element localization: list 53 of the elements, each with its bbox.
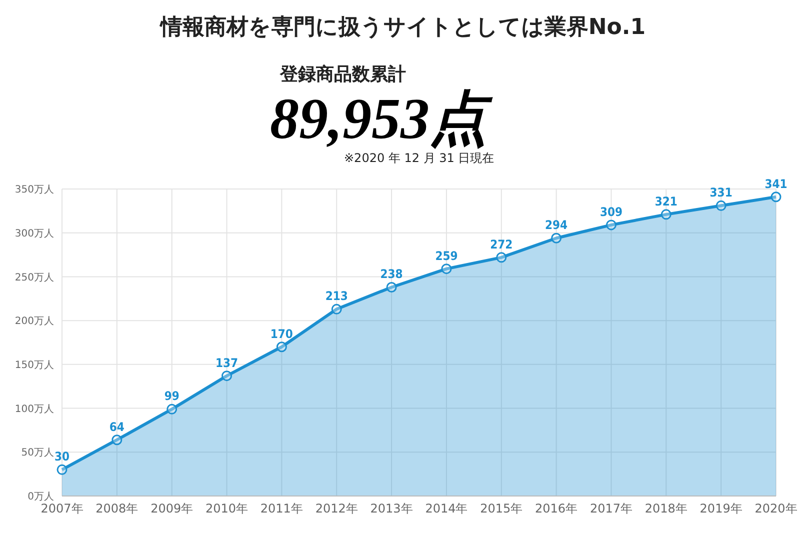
x-tick-label: 2016年 <box>535 502 578 516</box>
data-label: 341 <box>764 176 788 191</box>
data-label: 259 <box>435 248 458 263</box>
data-label: 30 <box>54 450 70 464</box>
x-tick-label: 2020年 <box>754 502 798 516</box>
y-tick-label: 200万人 <box>14 316 54 328</box>
x-tick-label: 2007年 <box>40 502 84 516</box>
y-tick-label: 50万人 <box>21 448 54 459</box>
point <box>386 282 397 292</box>
x-tick-label: 2008年 <box>96 502 138 516</box>
chart-subtitle: 登録商品数累計 <box>280 63 406 86</box>
data-label: 64 <box>109 420 125 434</box>
x-tick-label: 2011年 <box>260 502 303 516</box>
point <box>56 464 68 475</box>
x-tick-label: 2015年 <box>480 502 523 516</box>
data-label: 309 <box>600 204 623 219</box>
y-tick-label: 350万人 <box>14 184 54 196</box>
point <box>716 200 726 211</box>
data-label: 238 <box>380 267 403 282</box>
point <box>606 220 616 230</box>
chart-title: 情報商材を専門に扱うサイトとしては業界No.1 <box>158 14 647 42</box>
data-label: 331 <box>710 186 732 200</box>
point <box>331 304 342 314</box>
point <box>551 232 562 244</box>
x-tick-label: 2009年 <box>150 502 194 516</box>
x-tick-label: 2019年 <box>700 502 742 516</box>
data-label: 213 <box>325 289 348 304</box>
x-tick-label: 2013年 <box>370 502 413 516</box>
data-label: 137 <box>215 356 238 370</box>
x-tick-label: 2010年 <box>205 502 248 516</box>
y-tick-label: 300万人 <box>14 228 54 240</box>
y-tick-label: 250万人 <box>14 272 54 284</box>
data-label: 294 <box>545 218 568 232</box>
x-tick-label: 2012年 <box>315 502 358 516</box>
text: ※2020 年 12 月 31 日現在 <box>344 150 494 167</box>
data-label: 272 <box>490 237 513 252</box>
point <box>770 192 782 202</box>
x-tick-label: 2017年 <box>590 502 633 516</box>
point <box>222 370 232 382</box>
point <box>660 209 672 220</box>
point <box>276 342 287 352</box>
point <box>441 264 452 274</box>
point <box>496 252 507 263</box>
y-tick-label: 150万人 <box>14 360 54 371</box>
data-label: 99 <box>164 389 180 404</box>
data-label: 170 <box>270 326 293 341</box>
x-tick-label: 2018年 <box>644 502 688 516</box>
y-tick-label: 0万人 <box>28 492 54 503</box>
point <box>112 434 122 446</box>
point <box>166 404 178 414</box>
y-tick-label: 100万人 <box>14 404 54 415</box>
x-tick-label: 2014年 <box>425 502 468 516</box>
data-label: 321 <box>654 194 678 208</box>
